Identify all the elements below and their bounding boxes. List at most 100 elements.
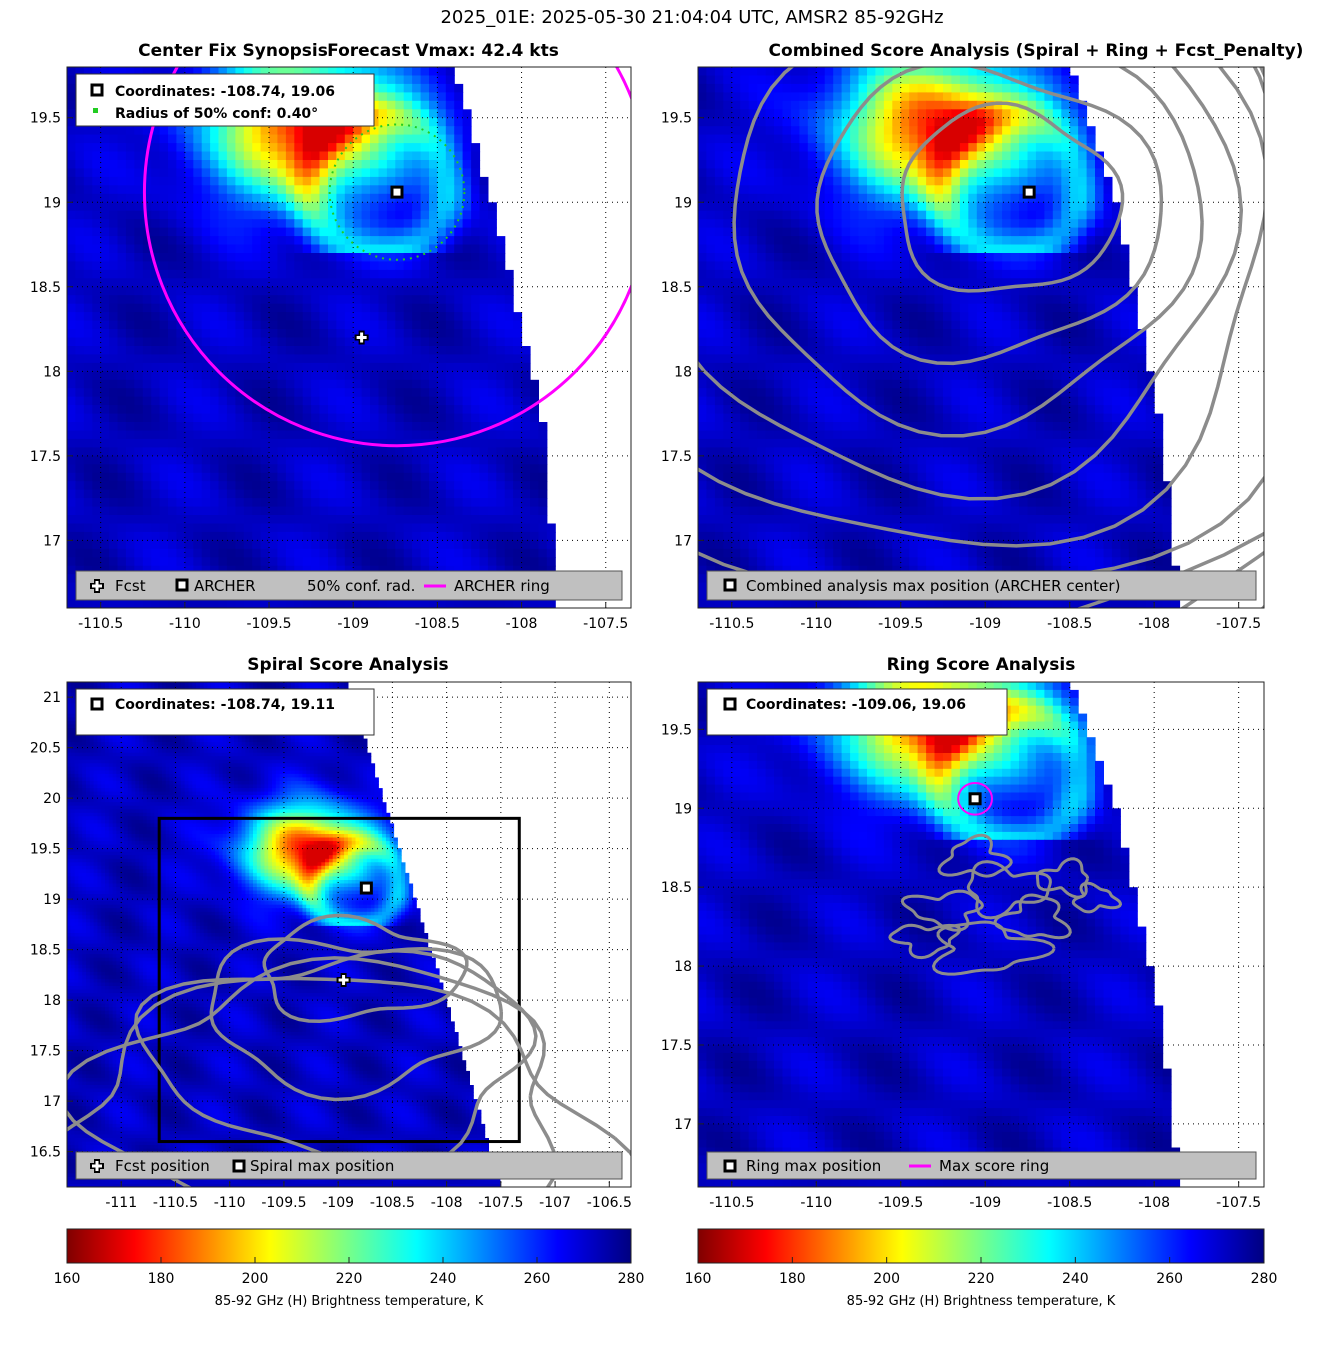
heat-cell xyxy=(850,160,860,170)
heat-cell xyxy=(210,143,220,153)
heat-cell xyxy=(269,531,278,541)
heat-cell xyxy=(134,227,144,237)
heat-cell xyxy=(243,253,253,263)
heat-cell xyxy=(125,269,135,279)
heat-cell xyxy=(1010,67,1020,77)
heat-cell xyxy=(370,295,379,305)
heat-cell xyxy=(900,193,910,203)
heat-cell xyxy=(277,160,287,170)
heat-cell xyxy=(530,447,539,457)
heat-cell xyxy=(926,278,936,288)
heat-cell xyxy=(504,557,514,567)
heat-cell xyxy=(386,320,396,330)
heat-cell xyxy=(134,608,143,617)
heat-cell xyxy=(850,176,860,186)
heat-cell xyxy=(959,202,969,212)
heat-cell xyxy=(168,396,177,406)
heat-cell xyxy=(1027,109,1037,119)
heat-cell xyxy=(142,371,152,381)
heat-cell xyxy=(429,599,438,608)
heat-cell xyxy=(875,244,885,254)
heat-cell xyxy=(159,565,169,575)
heat-cell xyxy=(765,151,775,161)
heat-cell xyxy=(294,278,304,288)
heat-cell xyxy=(386,143,396,153)
heat-cell xyxy=(824,202,834,212)
heat-cell xyxy=(319,278,329,288)
heat-cell xyxy=(420,286,430,296)
heat-cell xyxy=(319,438,329,448)
heat-cell xyxy=(403,396,413,406)
heat-cell xyxy=(437,92,447,102)
heat-cell xyxy=(521,371,531,381)
heat-cell xyxy=(336,312,346,322)
heat-cell xyxy=(193,337,203,347)
heat-cell xyxy=(168,523,177,533)
heat-cell xyxy=(985,210,995,220)
heat-cell xyxy=(151,202,161,212)
heat-cell xyxy=(1035,303,1045,313)
heat-cell xyxy=(370,236,379,246)
heat-cell xyxy=(538,599,548,608)
heat-cell xyxy=(151,557,161,567)
heat-cell xyxy=(1052,193,1062,203)
heat-cell xyxy=(403,472,413,482)
heat-cell xyxy=(900,278,910,288)
heat-cell xyxy=(370,269,379,279)
heat-cell xyxy=(100,312,110,322)
heat-cell xyxy=(319,295,329,305)
heat-cell xyxy=(943,83,952,93)
heat-cell xyxy=(774,92,783,102)
heat-cell xyxy=(993,100,1003,110)
heat-cell xyxy=(429,346,438,356)
heat-cell xyxy=(765,286,775,296)
heat-cell xyxy=(1019,168,1028,178)
heat-cell xyxy=(412,523,422,533)
heat-cell xyxy=(487,227,497,237)
heat-cell xyxy=(445,134,455,144)
heat-cell xyxy=(184,557,194,567)
heat-cell xyxy=(1027,176,1037,186)
heat-cell xyxy=(429,126,438,136)
heat-cell xyxy=(530,379,539,389)
heat-cell xyxy=(184,185,194,195)
heat-cell xyxy=(850,126,860,136)
heat-cell xyxy=(218,481,228,491)
heat-cell xyxy=(807,244,817,254)
heat-cell xyxy=(698,236,707,246)
heat-cell xyxy=(530,388,539,398)
heat-cell xyxy=(833,160,843,170)
heat-cell xyxy=(336,236,346,246)
heat-cell xyxy=(378,388,388,398)
heat-cell xyxy=(201,438,211,448)
heat-cell xyxy=(294,388,304,398)
heat-cell xyxy=(361,455,371,465)
heat-cell xyxy=(353,286,363,296)
heat-cell xyxy=(370,185,379,195)
heat-cell xyxy=(816,269,826,279)
heat-cell xyxy=(445,599,455,608)
heat-cell xyxy=(1010,143,1020,153)
heat-cell xyxy=(841,67,851,77)
heat-cell xyxy=(765,210,775,220)
heat-cell xyxy=(782,109,792,119)
heat-cell xyxy=(714,117,724,127)
heat-cell xyxy=(487,489,497,499)
heat-cell xyxy=(748,143,758,153)
heat-cell xyxy=(757,160,767,170)
heat-cell xyxy=(294,210,304,220)
heat-cell xyxy=(311,312,321,322)
heat-cell xyxy=(302,557,312,567)
heat-cell xyxy=(134,599,144,608)
heat-cell xyxy=(353,531,363,541)
heat-cell xyxy=(125,362,135,372)
heat-cell xyxy=(1052,253,1062,263)
heat-cell xyxy=(260,515,270,525)
heat-cell xyxy=(302,202,312,212)
heat-cell xyxy=(218,176,228,186)
heat-cell xyxy=(134,202,144,212)
heat-cell xyxy=(361,548,371,558)
heat-cell xyxy=(403,67,413,77)
heat-cell xyxy=(100,498,110,508)
heat-cell xyxy=(285,498,295,508)
